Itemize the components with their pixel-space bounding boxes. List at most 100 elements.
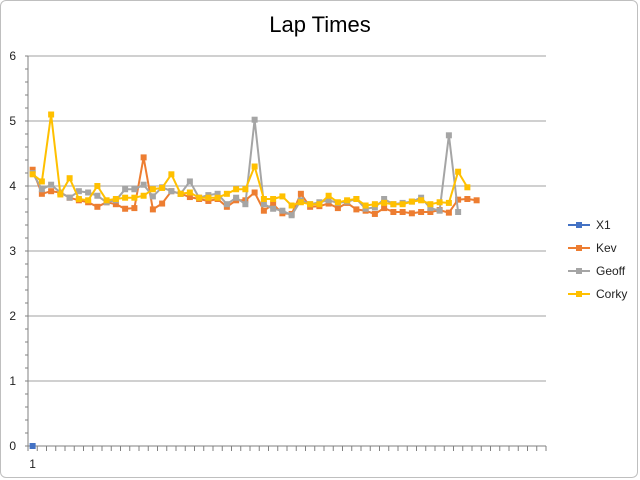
data-point-geoff [242, 201, 249, 208]
data-point-geoff [223, 201, 230, 208]
data-point-kev [122, 205, 129, 212]
x-tick-label: 1 [29, 457, 36, 471]
data-point-kev [371, 210, 378, 217]
data-point-geoff [260, 201, 267, 208]
data-point-corky [38, 178, 45, 185]
data-point-corky [159, 184, 166, 191]
y-tick-label: 5 [9, 114, 16, 128]
data-point-geoff [75, 188, 82, 195]
data-point-corky [48, 111, 55, 118]
data-point-corky [325, 192, 332, 199]
data-point-kev [418, 209, 425, 215]
data-point-corky [427, 201, 434, 208]
data-point-kev [455, 196, 462, 203]
series-line-geoff [31, 118, 460, 217]
data-point-kev [131, 205, 138, 212]
data-point-corky [464, 184, 471, 191]
data-point-kev [251, 189, 258, 196]
data-point-geoff [381, 196, 388, 202]
data-point-corky [29, 171, 36, 178]
legend-label-kev: Kev [596, 241, 617, 255]
legend-marker-geoff [576, 268, 582, 274]
data-point-corky [455, 168, 462, 175]
data-point-geoff [149, 193, 156, 200]
data-point-geoff [362, 205, 369, 212]
data-point-corky [140, 192, 147, 199]
chart-title: Lap Times [269, 12, 371, 37]
y-tick-label: 1 [9, 374, 16, 388]
data-point-geoff [233, 194, 240, 201]
y-tick-label: 2 [9, 309, 16, 323]
data-point-geoff [85, 189, 92, 196]
data-point-geoff [288, 212, 295, 219]
data-point-kev [159, 200, 166, 207]
data-point-corky [223, 190, 230, 197]
data-point-corky [408, 198, 415, 205]
y-tick-label: 3 [9, 244, 16, 258]
data-point-corky [334, 199, 341, 206]
data-point-x1 [29, 443, 36, 449]
data-point-kev [94, 203, 101, 210]
data-point-corky [233, 186, 240, 193]
data-point-corky [270, 196, 277, 202]
data-point-corky [279, 193, 286, 200]
data-point-geoff [214, 190, 221, 197]
data-point-kev [186, 194, 193, 201]
data-point-corky [205, 194, 212, 201]
data-point-geoff [38, 186, 45, 193]
data-point-kev [260, 207, 267, 214]
data-point-kev [353, 206, 360, 213]
data-point-geoff [186, 178, 193, 185]
legend-label-x1: X1 [596, 218, 611, 232]
data-point-kev [381, 205, 388, 212]
data-point-geoff [168, 188, 175, 195]
data-point-corky [297, 199, 304, 206]
data-point-kev [399, 209, 406, 215]
data-point-geoff [251, 116, 258, 123]
data-point-corky [122, 194, 129, 201]
y-tick-label: 6 [9, 49, 16, 63]
data-point-kev [390, 209, 397, 215]
data-point-corky [260, 196, 267, 202]
data-point-corky [288, 202, 295, 209]
data-point-corky [85, 197, 92, 204]
data-point-kev [205, 197, 212, 204]
data-point-geoff [455, 209, 462, 215]
data-point-corky [112, 196, 119, 202]
data-point-kev [270, 201, 277, 208]
data-point-corky [214, 194, 221, 201]
data-point-corky [196, 194, 203, 201]
data-point-corky [103, 197, 110, 204]
data-point-geoff [48, 181, 55, 188]
data-point-corky [371, 201, 378, 208]
data-point-kev [112, 201, 119, 208]
data-point-geoff [131, 186, 138, 193]
data-point-kev [48, 188, 55, 195]
data-point-geoff [270, 205, 277, 212]
data-point-corky [168, 171, 175, 178]
data-point-kev [427, 209, 434, 215]
data-point-kev [464, 196, 471, 202]
data-point-geoff [427, 205, 434, 212]
data-point-corky [177, 190, 184, 197]
data-point-kev [473, 197, 480, 204]
data-point-kev [325, 200, 332, 207]
data-point-corky [186, 189, 193, 196]
data-point-kev [445, 209, 452, 216]
data-point-geoff [436, 207, 443, 214]
legend-label-geoff: Geoff [596, 264, 626, 278]
data-point-corky [242, 186, 249, 193]
data-point-kev [29, 166, 36, 173]
data-point-geoff [122, 186, 129, 193]
y-tick-label: 0 [9, 439, 16, 453]
data-point-corky [131, 194, 138, 201]
data-point-kev [297, 190, 304, 197]
data-point-corky [353, 196, 360, 202]
data-point-corky [362, 202, 369, 209]
data-point-geoff [325, 197, 332, 204]
data-point-geoff [445, 132, 452, 139]
data-point-geoff [94, 192, 101, 199]
legend-marker-x1 [576, 222, 582, 228]
